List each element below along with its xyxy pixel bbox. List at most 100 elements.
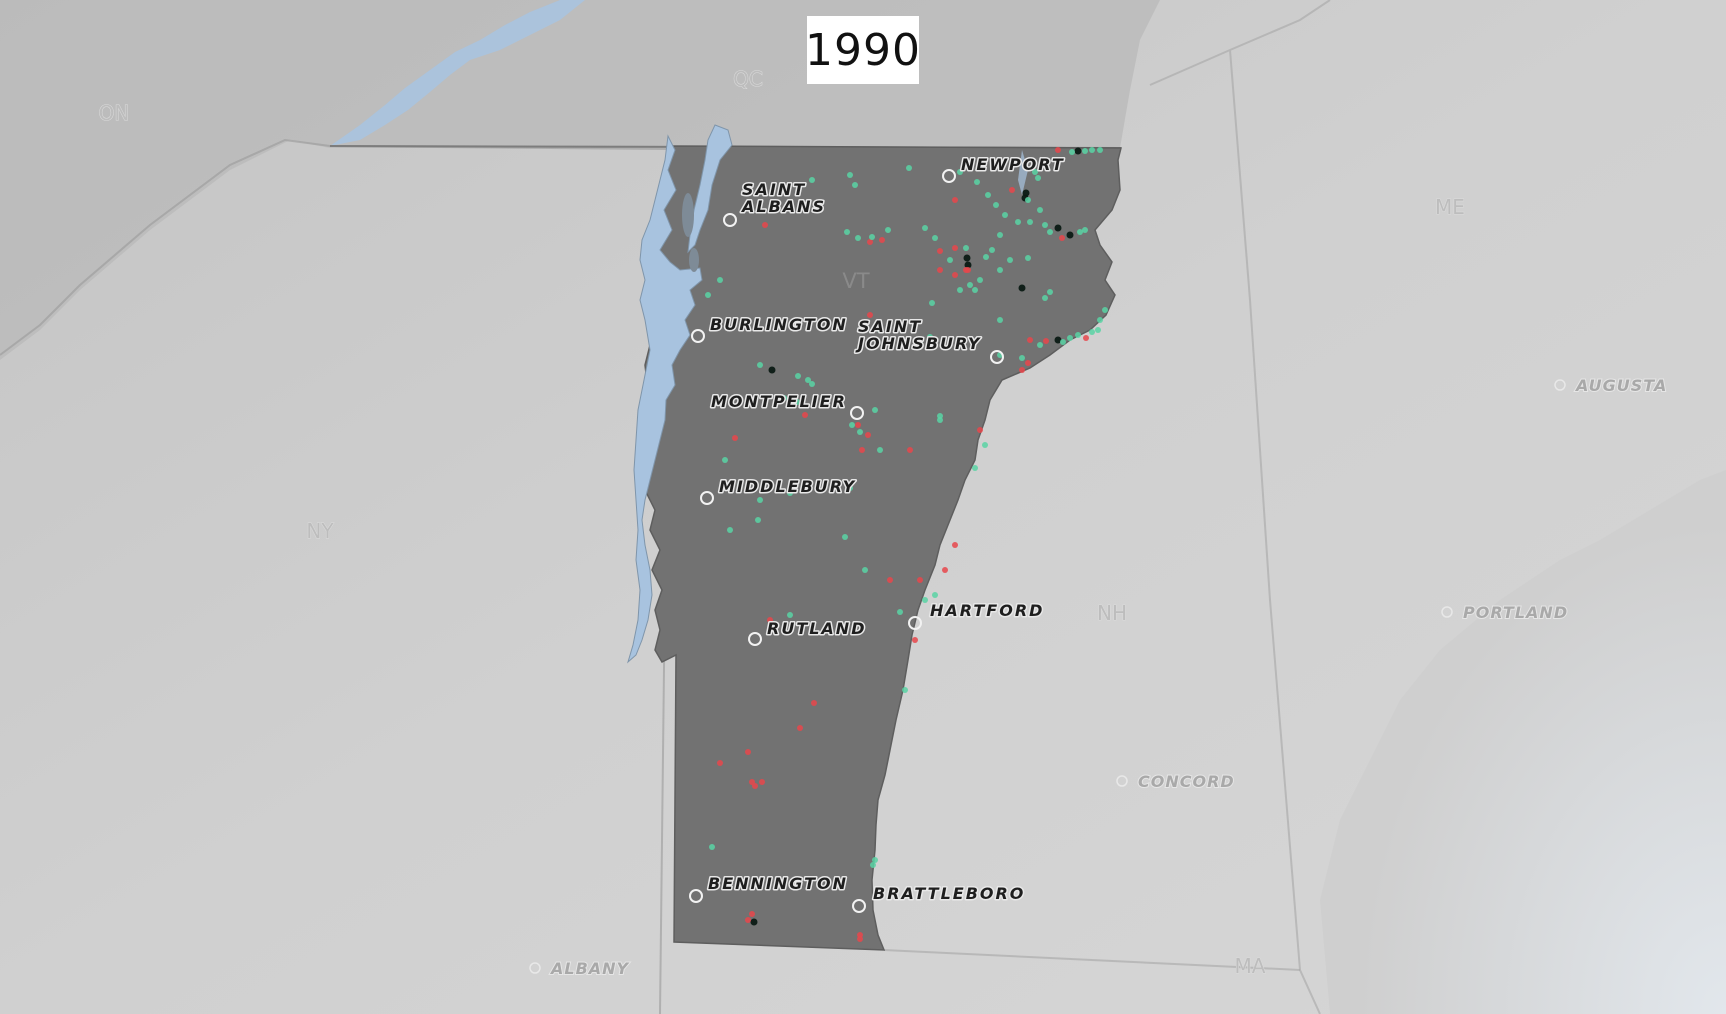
observation-dot	[1019, 355, 1025, 361]
observation-dot	[857, 429, 863, 435]
observation-dot	[912, 637, 918, 643]
observation-dot	[762, 222, 768, 228]
observation-dot	[982, 442, 988, 448]
observation-dot	[877, 327, 883, 333]
observation-dot	[867, 239, 873, 245]
observation-dot	[757, 362, 763, 368]
city-marker-albany[interactable]	[529, 962, 541, 974]
region-labels: ON QC ME NY NH MA VT	[98, 67, 1465, 979]
observation-dot	[1102, 307, 1108, 313]
city-marker-saint-albans[interactable]	[723, 213, 737, 227]
observation-dot	[727, 527, 733, 533]
observation-dot	[855, 422, 861, 428]
observation-dot	[809, 381, 815, 387]
observation-dot	[1002, 212, 1008, 218]
city-label-saint-albans[interactable]: SAINT ALBANS	[739, 179, 826, 218]
city-label-rutland[interactable]: RUTLAND	[766, 618, 866, 640]
observation-dot	[887, 577, 893, 583]
observation-dot	[929, 300, 935, 306]
observation-dot	[989, 247, 995, 253]
observation-dot	[917, 340, 923, 346]
lake-memphremagog	[1018, 150, 1028, 195]
observation-dot	[1082, 227, 1088, 233]
city-marker-hartford[interactable]	[908, 616, 922, 630]
observation-dot	[867, 312, 873, 318]
observation-dot	[1055, 147, 1061, 153]
observation-dot	[937, 267, 943, 273]
city-label-montpelier[interactable]: MONTPELIER	[710, 391, 847, 413]
observation-dot	[937, 417, 943, 423]
observation-dot	[972, 287, 978, 293]
city-marker-augusta[interactable]	[1554, 379, 1566, 391]
observation-dot	[767, 617, 773, 623]
observation-dot	[1047, 289, 1053, 295]
ma-border	[883, 949, 1301, 971]
observation-dot	[952, 245, 958, 251]
city-marker-portland[interactable]	[1441, 606, 1453, 618]
observation-dot	[787, 612, 793, 618]
observation-dot	[983, 254, 989, 260]
lake-champlain-island	[689, 248, 699, 272]
city-label-hartford[interactable]: HARTFORD	[929, 600, 1044, 622]
observation-dot	[879, 237, 885, 243]
observation-dot	[1075, 332, 1081, 338]
year-label: 1990	[805, 16, 920, 84]
city-label-portland[interactable]: PORTLAND	[1462, 602, 1568, 623]
observation-dot	[805, 377, 811, 383]
region-label-qc: QC	[733, 67, 763, 91]
observation-dot	[1022, 189, 1030, 197]
observation-dot	[1032, 169, 1038, 175]
city-marker-montpelier[interactable]	[850, 406, 864, 420]
observation-dot	[932, 592, 938, 598]
observation-dot	[1019, 367, 1025, 373]
observation-dot	[1043, 338, 1049, 344]
city-label-brattleboro[interactable]: BRATTLEBORO	[872, 883, 1025, 905]
vt-city-labels: SAINT ALBANS NEWPORT BURLINGTON SAINT JO…	[707, 154, 1065, 905]
observation-dot	[1025, 197, 1031, 203]
observation-dot	[932, 235, 938, 241]
observation-dot	[997, 267, 1003, 273]
observation-dot	[844, 229, 850, 235]
city-marker-concord[interactable]	[1116, 775, 1128, 787]
city-marker-middlebury[interactable]	[700, 491, 714, 505]
observation-dot	[847, 172, 853, 178]
observation-dot	[907, 447, 913, 453]
st-lawrence-river[interactable]	[330, 0, 585, 146]
city-marker-bennington[interactable]	[689, 889, 703, 903]
observation-dot	[849, 422, 855, 428]
city-label-concord[interactable]: CONCORD	[1137, 771, 1235, 792]
observation-dot	[963, 245, 969, 251]
observation-dot	[1082, 148, 1088, 154]
city-marker-rutland[interactable]	[748, 632, 762, 646]
city-label-albany[interactable]: ALBANY	[548, 958, 630, 979]
city-marker-burlington[interactable]	[691, 329, 705, 343]
city-label-saint-johnsbury[interactable]: SAINT JOHNSBURY	[854, 316, 981, 355]
region-label-vt: VT	[842, 269, 869, 293]
city-label-augusta[interactable]: AUGUSTA	[1573, 375, 1667, 396]
observation-dot	[862, 567, 868, 573]
observation-dot	[985, 192, 991, 198]
region-label-ma: MA	[1235, 954, 1266, 978]
observation-dot	[977, 277, 983, 283]
vt-city-markers	[689, 169, 1004, 913]
observation-dot	[1067, 335, 1073, 341]
city-marker-newport[interactable]	[942, 169, 956, 183]
observation-dot	[855, 235, 861, 241]
observation-dot	[1035, 175, 1041, 181]
observation-dot	[717, 277, 723, 283]
observation-dot	[1060, 339, 1066, 345]
observation-dot	[870, 862, 876, 868]
city-label-burlington[interactable]: BURLINGTON	[709, 314, 848, 336]
city-label-middlebury[interactable]: MIDDLEBURY	[718, 476, 856, 498]
observation-dot	[757, 497, 763, 503]
observation-dot	[974, 179, 980, 185]
observation-dot	[1097, 147, 1103, 153]
city-marker-brattleboro[interactable]	[852, 899, 866, 913]
city-label-bennington[interactable]: BENNINGTON	[707, 873, 848, 895]
observation-dot	[1054, 336, 1062, 344]
observation-dot	[993, 202, 999, 208]
city-label-newport[interactable]: NEWPORT	[960, 154, 1065, 176]
observation-dot	[1066, 231, 1074, 239]
city-marker-saint-johnsbury[interactable]	[990, 350, 1004, 364]
